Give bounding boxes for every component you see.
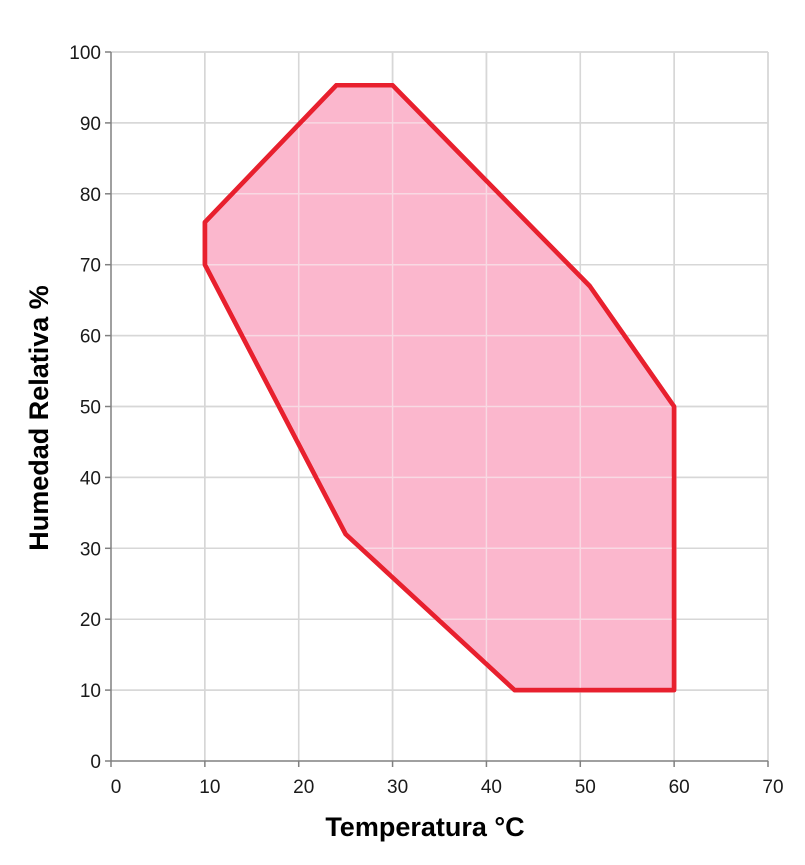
x-tick-label: 70: [762, 777, 783, 798]
x-tick-label: 50: [575, 777, 596, 798]
y-tick-label: 100: [69, 43, 101, 64]
operating-region-polygon: [202, 83, 677, 693]
x-tick-label: 60: [669, 777, 690, 798]
operating-region: [111, 51, 769, 761]
y-tick-label: 10: [80, 681, 101, 702]
y-axis-title: Humedad Relativa %: [24, 285, 54, 551]
y-tick-label: 70: [80, 256, 101, 277]
x-tick-label: 20: [293, 777, 314, 798]
y-tick-label: 90: [80, 114, 101, 135]
y-tick-label: 60: [80, 327, 101, 348]
x-axis-title: Temperatura °C: [325, 812, 524, 842]
y-tick-label: 50: [80, 398, 101, 419]
x-tick-label: 30: [387, 777, 408, 798]
x-tick-labels: 0 10 20 30 40 50 60 70: [111, 777, 784, 798]
y-tick-label: 80: [80, 185, 101, 206]
y-tick-labels: 0 10 20 30 40 50 60 70 80 90 100: [69, 43, 101, 773]
y-tick-label: 20: [80, 610, 101, 631]
y-tick-label: 40: [80, 468, 101, 489]
operating-region-outline: [202, 83, 677, 693]
x-tick-label: 40: [481, 777, 502, 798]
y-tick-label: 0: [90, 752, 101, 773]
x-tick-label: 0: [111, 777, 122, 798]
axes: [105, 51, 769, 767]
x-tick-label: 10: [199, 777, 220, 798]
y-tick-label: 30: [80, 539, 101, 560]
